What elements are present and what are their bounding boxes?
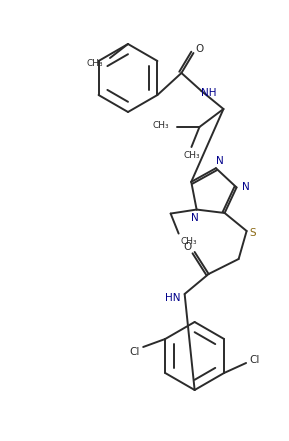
Text: HN: HN [165, 293, 180, 303]
Text: S: S [249, 228, 256, 238]
Text: CH₃: CH₃ [153, 120, 169, 130]
Text: O: O [195, 44, 203, 54]
Text: N: N [191, 213, 199, 223]
Text: CH₃: CH₃ [183, 150, 200, 160]
Text: NH: NH [201, 88, 216, 98]
Text: N: N [216, 156, 224, 166]
Text: Cl: Cl [129, 347, 139, 357]
Text: O: O [184, 242, 192, 252]
Text: CH₃: CH₃ [86, 60, 103, 68]
Text: N: N [242, 183, 249, 192]
Text: Cl: Cl [249, 355, 259, 365]
Text: CH₃: CH₃ [180, 237, 197, 246]
